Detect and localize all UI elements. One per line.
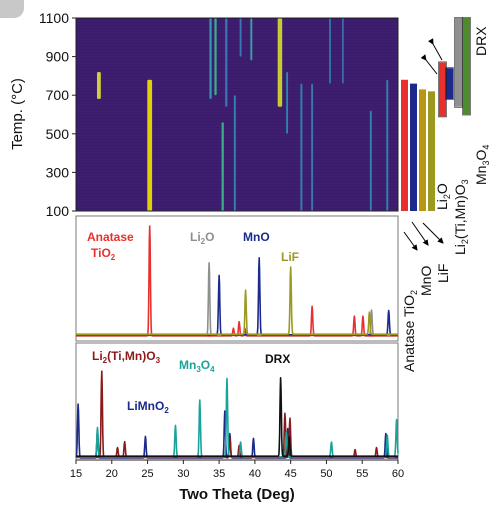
heatmap-streak xyxy=(239,18,242,57)
x-tick-label: 30 xyxy=(177,468,189,480)
heatmap-streak xyxy=(300,83,303,211)
heatmap-streak xyxy=(209,18,212,100)
x-tick-label: 40 xyxy=(249,468,261,480)
series-line-drx xyxy=(75,377,399,457)
side-label-mn3o4: Mn3O4 xyxy=(473,145,491,185)
side-label-li2timno3: Li2(Ti,Mn)O3 xyxy=(452,179,470,255)
heatmap-y-ticks: 1100 900 700 500 300 100 xyxy=(39,10,76,219)
heatmap-streak xyxy=(147,79,153,211)
products-panel-frame xyxy=(75,342,399,461)
phase-bar-outline xyxy=(445,67,454,100)
label-drx: DRX xyxy=(265,352,290,366)
heatmap-y-tick-label: 100 xyxy=(46,203,70,219)
side-label-mno: MnO xyxy=(418,266,434,296)
heatmap-streak xyxy=(277,18,283,107)
heatmap-streak xyxy=(250,18,253,61)
heatmap-frame xyxy=(75,17,399,212)
side-label-li2o: Li2O xyxy=(434,183,452,210)
heatmap-streak xyxy=(386,79,389,211)
label-tio2: TiO2 xyxy=(91,246,116,262)
heatmap-y-tick-label: 500 xyxy=(46,126,70,142)
x-tick-label: 35 xyxy=(213,468,225,480)
arrow-li2o xyxy=(427,38,443,61)
heatmap-streak xyxy=(233,95,236,211)
heatmap-streak xyxy=(342,18,344,84)
heatmap-y-tick-label: 900 xyxy=(46,49,70,65)
arrow-li2timno3 xyxy=(420,54,438,75)
x-tick-label: 60 xyxy=(392,468,404,480)
phase-bar-outline xyxy=(462,17,471,116)
phase-bar-mn3o4 xyxy=(455,18,462,107)
label-li2timno3: Li2(Ti,Mn)O3 xyxy=(92,349,161,365)
phase-bar-anatase-tio2 xyxy=(401,79,408,211)
heatmap-panel: 1100 900 700 500 300 100 Temp. (°C) xyxy=(9,10,399,219)
heatmap-streak xyxy=(369,110,372,211)
label-li2o: Li2O xyxy=(190,230,214,246)
arrow-anatase xyxy=(403,231,418,251)
heatmap-streak xyxy=(96,72,101,100)
label-limno2: LiMnO2 xyxy=(127,399,169,415)
phase-bar-mno xyxy=(410,83,417,211)
heatmap-streak xyxy=(221,122,224,211)
x-tick-label: 15 xyxy=(70,468,82,480)
products-xrd-panel: Li2(Ti,Mn)O3 Mn3O4 DRX LiMnO2 xyxy=(75,342,399,461)
x-tick-label: 25 xyxy=(141,468,153,480)
heatmap-y-tick-label: 1100 xyxy=(39,10,69,26)
heatmap-y-tick-label: 300 xyxy=(46,164,70,180)
heatmap-grid xyxy=(76,17,398,211)
heatmap-streak xyxy=(225,18,228,107)
reference-xrd-panel: Anatase TiO2 Li2O MnO LiF xyxy=(75,215,399,342)
phase-bar-arrows xyxy=(403,38,444,251)
reference-panel-frame xyxy=(75,215,399,342)
x-tick-label: 55 xyxy=(356,468,368,480)
heatmap-background xyxy=(76,18,398,211)
arrow-lif xyxy=(422,222,444,244)
label-mn3o4: Mn3O4 xyxy=(179,358,215,374)
panel-letter-tab xyxy=(0,0,24,18)
phase-bar-li2-ti-mn-o3 xyxy=(439,62,446,117)
side-label-lif: LiF xyxy=(435,264,451,283)
label-anatase: Anatase xyxy=(87,230,134,244)
products-peaks xyxy=(75,370,399,459)
heatmap-y-tick-label: 700 xyxy=(46,87,70,103)
x-tick-label: 20 xyxy=(106,468,118,480)
heatmap-streak xyxy=(286,72,289,134)
heatmap-streaks xyxy=(96,18,389,211)
label-mno: MnO xyxy=(243,230,270,244)
side-label-drx: DRX xyxy=(473,26,489,56)
x-tick-label: 45 xyxy=(285,468,297,480)
phase-bar-outline xyxy=(438,61,447,118)
heatmap-streak xyxy=(214,18,217,96)
side-label-anatase-tio2: Anatase TiO2 xyxy=(401,290,419,372)
reference-peaks xyxy=(75,225,399,337)
series-line-lif xyxy=(75,266,399,335)
x-axis: 15 20 25 30 35 40 45 50 55 60 xyxy=(70,459,404,480)
x-tick-label: 50 xyxy=(320,468,332,480)
heatmap-y-axis-label: Temp. (°C) xyxy=(9,78,26,150)
heatmap-streak xyxy=(329,18,331,84)
phase-bar-li2o xyxy=(428,91,435,211)
x-axis-label: Two Theta (Deg) xyxy=(179,486,295,503)
phase-stability-bars xyxy=(401,17,471,211)
label-lif: LiF xyxy=(281,250,299,264)
phase-bar-limno2 xyxy=(446,68,453,100)
phase-bar-drx xyxy=(463,18,470,115)
arrow-mno xyxy=(411,221,429,246)
phase-bar-lif xyxy=(419,89,426,211)
heatmap-streak xyxy=(311,83,314,211)
